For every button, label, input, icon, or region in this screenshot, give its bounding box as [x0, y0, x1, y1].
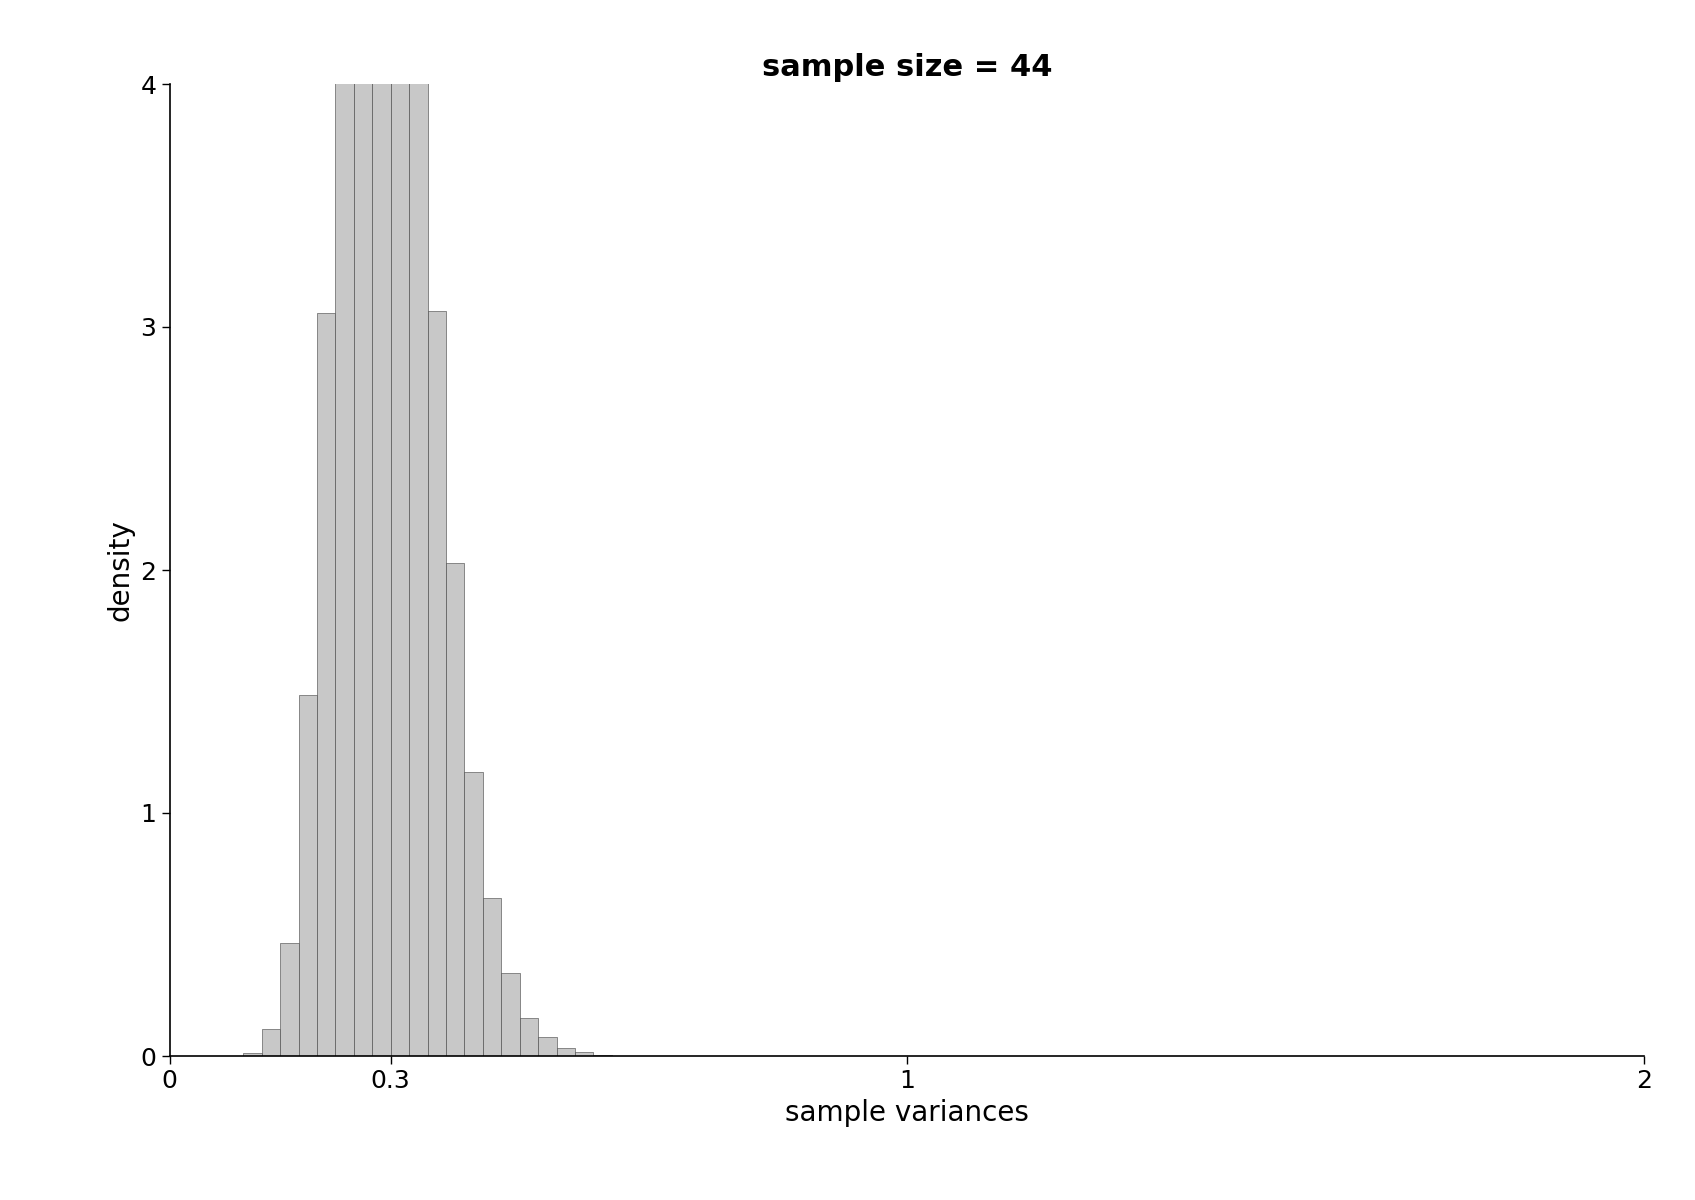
Bar	[464, 772, 483, 1056]
Bar	[280, 943, 298, 1056]
Bar	[556, 1048, 575, 1056]
Bar	[483, 898, 502, 1056]
Bar	[537, 1037, 556, 1056]
Bar	[408, 0, 427, 1056]
Bar	[575, 1052, 593, 1056]
Bar	[336, 0, 354, 1056]
Bar	[261, 1030, 280, 1056]
Y-axis label: density: density	[107, 520, 134, 620]
Bar	[520, 1018, 539, 1056]
Bar	[427, 311, 446, 1056]
Bar	[373, 0, 390, 1056]
Bar	[298, 695, 317, 1056]
Bar	[354, 0, 373, 1056]
Bar	[244, 1054, 261, 1056]
Bar	[317, 313, 336, 1056]
Title: sample size = 44: sample size = 44	[761, 53, 1053, 82]
X-axis label: sample variances: sample variances	[785, 1099, 1029, 1127]
Bar	[390, 0, 408, 1056]
Bar	[446, 563, 464, 1056]
Bar	[502, 973, 520, 1056]
